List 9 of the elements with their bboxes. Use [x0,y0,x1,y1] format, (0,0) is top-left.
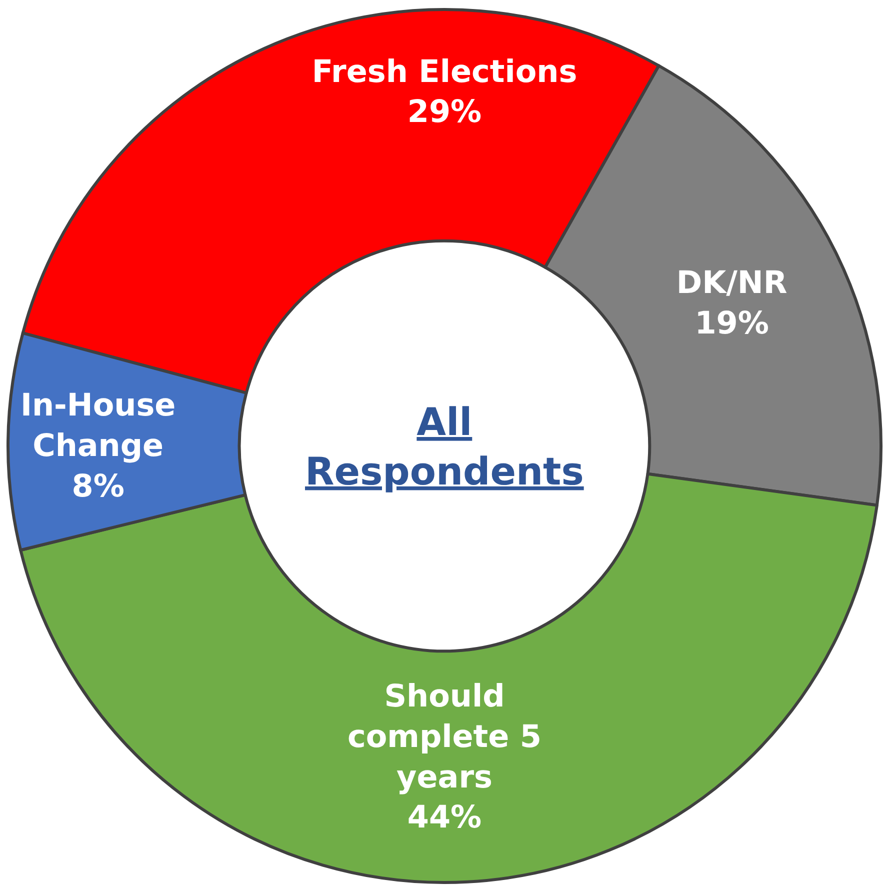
slice-label: In-House Change [20,388,176,464]
data-label: 8% [72,468,124,504]
text: All Respondents [305,400,584,494]
data-label: 29% [407,94,482,130]
slice-label: DK/NR [676,265,788,302]
slice-label: Fresh Elections [312,54,578,90]
slice-label: Should complete 5 years [347,678,542,796]
data-label: 44% [407,800,482,836]
data-label: 19% [694,306,769,342]
